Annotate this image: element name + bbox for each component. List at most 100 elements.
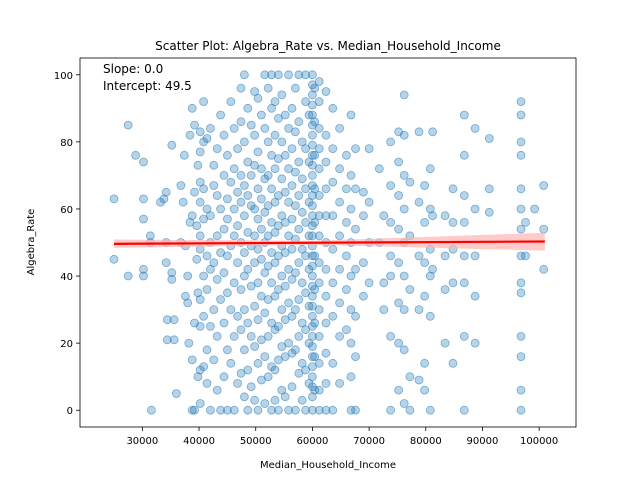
data-point	[470, 251, 480, 261]
data-point	[222, 345, 232, 355]
data-point	[156, 197, 165, 207]
data-point	[284, 298, 294, 308]
data-point	[539, 181, 549, 190]
data-point	[399, 399, 409, 408]
data-point	[405, 285, 415, 294]
data-point	[386, 181, 396, 190]
data-point	[219, 318, 229, 328]
data-point	[310, 285, 320, 294]
axes-frame	[79, 57, 577, 428]
data-point	[484, 184, 494, 194]
data-point	[516, 331, 526, 341]
data-point	[294, 157, 304, 167]
data-point	[346, 372, 356, 382]
data-point	[195, 127, 205, 137]
data-point	[202, 378, 212, 388]
data-point	[256, 110, 266, 120]
data-point	[379, 305, 389, 315]
data-point	[243, 103, 253, 113]
data-point	[290, 268, 300, 278]
data-point	[440, 251, 450, 261]
data-point	[328, 177, 338, 187]
data-point	[205, 321, 215, 331]
data-point	[250, 301, 260, 311]
data-point	[212, 191, 222, 200]
data-point	[179, 150, 189, 160]
data-point	[516, 405, 526, 415]
data-point	[328, 405, 338, 415]
data-point	[256, 254, 266, 264]
data-point	[199, 184, 209, 194]
data-point	[394, 191, 404, 200]
chart-title: Scatter Plot: Algebra_Rate vs. Median_Ho…	[155, 39, 501, 53]
data-point	[516, 278, 526, 288]
data-point	[321, 264, 331, 274]
data-point	[321, 130, 331, 140]
data-point	[470, 338, 480, 348]
data-point	[307, 100, 317, 110]
data-point	[253, 315, 263, 325]
data-point	[139, 194, 148, 204]
data-point	[314, 385, 324, 395]
data-point	[341, 184, 351, 194]
data-point	[267, 184, 277, 194]
data-point	[516, 288, 526, 298]
data-point	[314, 231, 324, 241]
data-point	[216, 204, 226, 214]
data-point	[195, 321, 205, 331]
data-point	[290, 345, 300, 355]
data-point	[250, 204, 260, 214]
data-point	[328, 244, 338, 254]
data-point	[277, 271, 287, 281]
data-point	[159, 194, 169, 204]
data-point	[297, 207, 307, 217]
data-point	[307, 271, 317, 281]
data-point	[183, 298, 193, 308]
x-tick-label: 100000	[520, 436, 558, 447]
data-point	[399, 170, 409, 180]
data-point	[484, 134, 494, 143]
data-point	[199, 271, 209, 281]
data-point	[263, 261, 273, 271]
data-point	[394, 258, 404, 268]
data-point	[229, 405, 239, 415]
data-point	[516, 224, 526, 234]
data-point	[236, 325, 246, 335]
data-point	[346, 110, 356, 120]
data-point	[243, 227, 253, 237]
data-point	[459, 110, 469, 120]
data-point	[263, 231, 273, 241]
data-point	[270, 97, 280, 106]
data-point	[162, 335, 172, 345]
data-point	[530, 204, 539, 214]
data-point	[233, 187, 243, 197]
data-point	[236, 117, 246, 127]
data-point	[314, 97, 324, 106]
data-point	[358, 291, 368, 301]
data-point	[139, 264, 148, 274]
data-point	[256, 335, 266, 345]
data-point	[516, 110, 526, 120]
data-point	[341, 325, 351, 335]
data-point	[328, 103, 338, 113]
data-point	[428, 211, 438, 221]
data-point	[246, 201, 256, 211]
data-point	[420, 358, 430, 368]
data-point	[260, 308, 270, 318]
data-point	[459, 191, 469, 200]
data-point	[131, 150, 141, 160]
data-point	[307, 231, 317, 241]
x-tick-label: 90000	[467, 436, 499, 447]
data-point	[192, 254, 202, 264]
data-point	[290, 167, 300, 177]
data-point	[185, 130, 195, 140]
data-point	[226, 97, 236, 106]
data-point	[364, 197, 374, 207]
data-point	[270, 325, 280, 335]
data-point	[199, 311, 209, 321]
data-point	[239, 211, 249, 221]
data-point	[290, 127, 300, 137]
data-point	[321, 157, 331, 167]
data-point	[351, 144, 360, 154]
data-point	[209, 355, 219, 365]
